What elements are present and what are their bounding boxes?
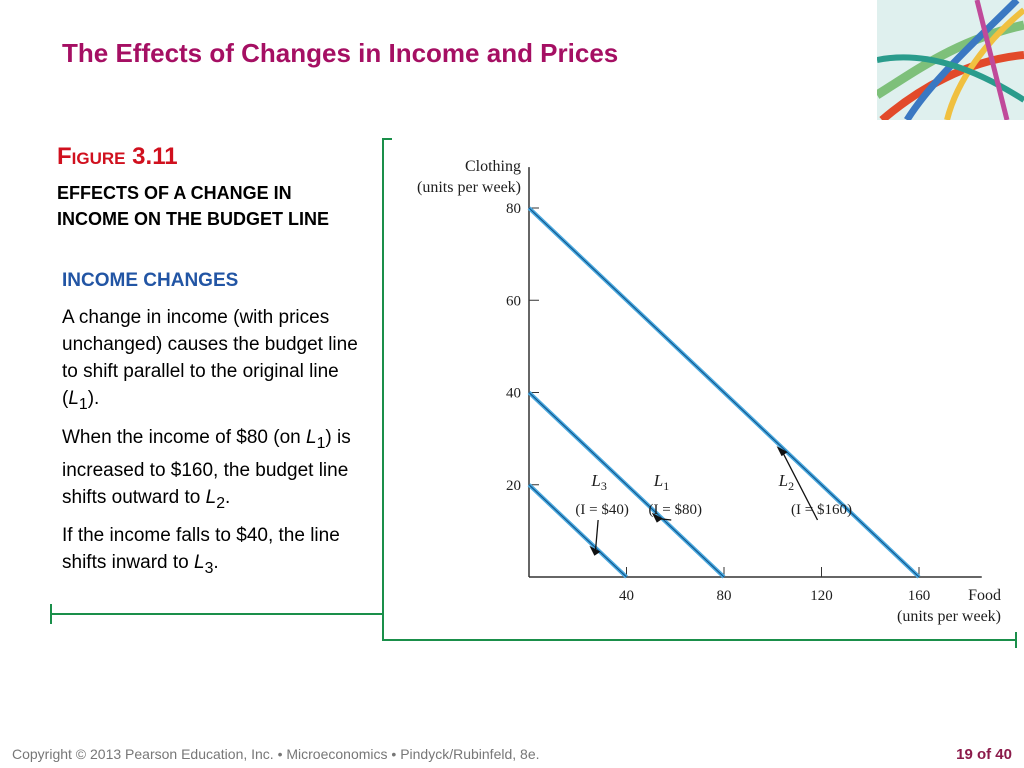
x-axis-title: Food [968,587,1001,604]
income-label-l3: (I = $40) [575,502,628,518]
frame-left-bracket [382,138,1016,641]
paragraph-2-sub: 1 [316,434,326,452]
y-tick-label-60: 60 [506,293,521,309]
footer-copyright: Copyright © 2013 Pearson Education, Inc.… [12,746,540,762]
paragraph-3-L: L [194,552,205,574]
paragraph-2-L: L [305,426,317,448]
paragraph-1-L: L [68,388,79,409]
y-tick-label-80: 80 [506,201,521,217]
income-arrowhead-l1 [651,512,663,523]
income-label-l2: (I = $160) [791,502,852,518]
figure-caption: EFFECTS OF A CHANGE IN INCOME ON THE BUD… [57,183,330,229]
income-arrow-l2 [782,451,819,521]
paragraph-3-text: If the income falls to $40, the line shi… [62,525,340,574]
y-tick-label-20: 20 [506,478,521,494]
decorative-corner-image [877,0,1024,120]
section-heading: INCOME CHANGES [62,270,239,291]
paragraph-3-end: . [213,552,219,574]
paragraph-1-end: ). [87,388,100,409]
income-arrow-l3 [594,519,599,552]
paragraph-2-mid: ) is increased to $160, the budget line … [62,426,351,508]
paragraph-2-text: When the income of $80 (on [62,426,306,448]
x-axis-units: (units per week) [897,608,1001,625]
paragraph-2-end: . [225,486,231,508]
y-axis-units: (units per week) [417,179,521,196]
paragraph-3: If the income falls to $40, the line shi… [62,522,372,582]
x-tick-label-80: 80 [717,588,732,604]
figure-word: Figure [57,143,126,170]
paragraph-1-sub: 1 [78,395,88,413]
line-label-l2: L2 [778,471,794,493]
paragraph-1-text: A change in income (with prices unchange… [62,307,358,409]
line-label-l3: L3 [590,471,606,493]
paragraph-2-L2: L [205,486,217,508]
explanation-text: INCOME CHANGES A change in income (with … [62,270,372,588]
income-arrowhead-l2 [776,446,788,457]
frame-text-bracket [50,604,383,624]
paragraph-1: A change in income (with prices unchange… [62,304,372,418]
slide-title: The Effects of Changes in Income and Pri… [62,38,619,68]
x-tick-label-40: 40 [619,588,634,604]
budget-line-l2 [528,207,920,578]
paragraph-2-sub2: 2 [216,494,226,512]
budget-line-l3 [528,484,627,578]
income-arrowhead-l3 [589,545,601,556]
x-tick-label-160: 160 [908,588,931,604]
figure-label: Figure 3.11 [57,143,178,171]
paragraph-2: When the income of $80 (on L1) is increa… [62,424,372,517]
line-label-l1: L1 [653,471,669,493]
budget-line-l1 [528,392,725,578]
paragraph-3-sub: 3 [204,560,214,578]
x-tick-label-120: 120 [810,588,833,604]
figure-number: 3.11 [132,143,178,170]
y-axis-title: Clothing [465,158,521,175]
y-tick-label-40: 40 [506,386,521,402]
income-label-l1: (I = $80) [649,502,702,518]
page-number: 19 of 40 [956,746,1012,763]
